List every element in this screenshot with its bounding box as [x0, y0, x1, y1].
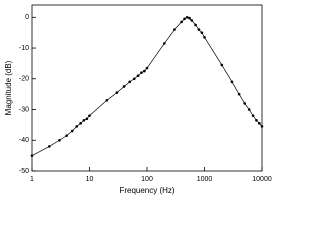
- x-tick-label: 1: [30, 176, 34, 183]
- x-tick-label: 1000: [197, 176, 213, 183]
- data-point: [70, 129, 74, 133]
- data-point: [237, 92, 241, 96]
- data-point: [128, 80, 131, 84]
- data-point: [79, 122, 82, 125]
- data-point: [82, 118, 86, 122]
- data-point: [48, 145, 51, 148]
- data-point: [185, 15, 189, 19]
- data-point: [132, 77, 136, 81]
- data-point: [65, 134, 68, 137]
- data-point: [230, 80, 234, 84]
- data-point: [220, 63, 224, 67]
- chart: Frequency (Hz) Magnitude (dB) 0 -10 -20 -30…: [4, 4, 272, 195]
- data-point: [58, 138, 61, 142]
- data-point: [200, 31, 204, 34]
- data-point: [190, 19, 194, 22]
- data-point: [188, 16, 191, 20]
- data-point: [258, 122, 261, 125]
- y-tick-label: -50: [19, 168, 29, 175]
- x-tick-label: 10: [86, 176, 94, 183]
- y-tick-label: -30: [19, 106, 29, 113]
- data-point: [105, 98, 109, 102]
- data-point: [85, 117, 89, 121]
- data-point: [122, 85, 126, 88]
- data-point: [243, 102, 246, 105]
- x-tick-label: 100: [141, 176, 153, 183]
- data-point: [180, 20, 183, 24]
- data-point: [30, 154, 34, 157]
- data-point: [145, 66, 149, 70]
- data-point: [260, 125, 264, 128]
- y-tick-label: -20: [19, 76, 29, 83]
- data-point: [173, 28, 176, 31]
- data-point: [75, 125, 79, 128]
- data-point: [251, 114, 255, 117]
- data-point: [163, 42, 166, 45]
- data-point: [194, 23, 197, 27]
- data-point: [203, 35, 206, 39]
- data-point: [88, 114, 91, 117]
- data-point: [143, 69, 146, 73]
- data-point: [247, 108, 251, 111]
- y-tick-label: 0: [25, 14, 29, 21]
- data-point: [197, 28, 201, 31]
- y-axis-label: Magnitude (dB): [4, 60, 13, 115]
- x-tick-label: 10000: [252, 176, 272, 183]
- y-tick-label: -10: [19, 45, 29, 52]
- data-point: [136, 74, 140, 78]
- plot-frame: [31, 4, 263, 172]
- data-point: [183, 17, 186, 21]
- data-point: [140, 71, 143, 74]
- y-tick-label: -40: [19, 137, 29, 144]
- data-point: [115, 91, 119, 94]
- x-axis-label: Frequency (Hz): [119, 186, 174, 195]
- data-point: [255, 118, 258, 122]
